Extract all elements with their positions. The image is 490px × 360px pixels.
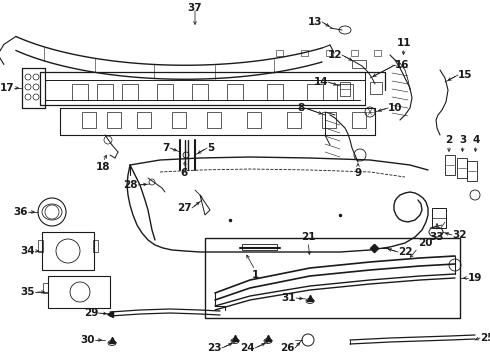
Text: 32: 32 (452, 230, 466, 240)
Bar (172, 112, 186, 128)
Text: 27: 27 (177, 203, 192, 213)
Text: 36: 36 (14, 207, 28, 217)
Text: 9: 9 (354, 168, 362, 178)
Bar (276, 50, 283, 56)
Text: 19: 19 (468, 273, 482, 283)
Bar (42, 232, 94, 270)
Text: 23: 23 (207, 343, 222, 353)
Bar (82, 112, 96, 128)
Bar (432, 208, 446, 228)
Text: 24: 24 (241, 343, 255, 353)
Text: 34: 34 (21, 246, 35, 256)
Bar (137, 112, 151, 128)
Text: 28: 28 (123, 180, 138, 190)
Bar (107, 112, 121, 128)
Text: 1: 1 (251, 270, 259, 280)
Text: 29: 29 (84, 308, 98, 318)
Text: 11: 11 (397, 38, 411, 48)
Bar (457, 158, 467, 178)
Bar (370, 82, 382, 94)
Bar (157, 84, 173, 100)
Text: 4: 4 (472, 135, 480, 145)
Bar (337, 84, 353, 100)
Bar (301, 50, 308, 56)
Bar (374, 50, 381, 56)
Bar (48, 276, 110, 308)
Text: 37: 37 (188, 3, 202, 13)
Bar (352, 112, 366, 128)
Bar (467, 161, 477, 181)
Text: 5: 5 (207, 143, 214, 153)
Text: 15: 15 (458, 70, 472, 80)
Bar (445, 155, 455, 175)
Text: 31: 31 (281, 293, 296, 303)
Text: 26: 26 (280, 343, 295, 353)
Bar (97, 84, 113, 100)
Text: 10: 10 (388, 103, 402, 113)
Text: 8: 8 (298, 103, 305, 113)
Text: 21: 21 (301, 232, 315, 242)
Text: 20: 20 (418, 238, 433, 248)
Bar (93, 240, 98, 252)
Bar (207, 112, 221, 128)
Text: 35: 35 (21, 287, 35, 297)
Bar (192, 84, 208, 100)
Text: 17: 17 (0, 83, 14, 93)
Bar (307, 84, 323, 100)
Bar (267, 84, 283, 100)
Bar (227, 84, 243, 100)
Text: 6: 6 (180, 168, 188, 178)
Bar (351, 50, 358, 56)
Bar (43, 283, 48, 293)
Text: 25: 25 (480, 333, 490, 343)
Text: 30: 30 (80, 335, 95, 345)
Bar (322, 112, 336, 128)
Text: 33: 33 (430, 232, 444, 242)
Bar (352, 60, 366, 68)
Bar (340, 82, 350, 96)
Text: 12: 12 (327, 50, 342, 60)
Text: 16: 16 (395, 60, 410, 70)
Text: 7: 7 (163, 143, 170, 153)
Text: 3: 3 (460, 135, 466, 145)
Text: 18: 18 (96, 162, 110, 172)
Text: 14: 14 (314, 77, 328, 87)
Bar (72, 84, 88, 100)
Bar (326, 50, 333, 56)
Bar (247, 112, 261, 128)
Text: 22: 22 (398, 247, 413, 257)
Text: 2: 2 (445, 135, 453, 145)
Text: 13: 13 (308, 17, 322, 27)
Bar (205, 238, 460, 318)
Bar (122, 84, 138, 100)
Bar (287, 112, 301, 128)
Bar (38, 240, 43, 252)
Bar (242, 244, 277, 250)
